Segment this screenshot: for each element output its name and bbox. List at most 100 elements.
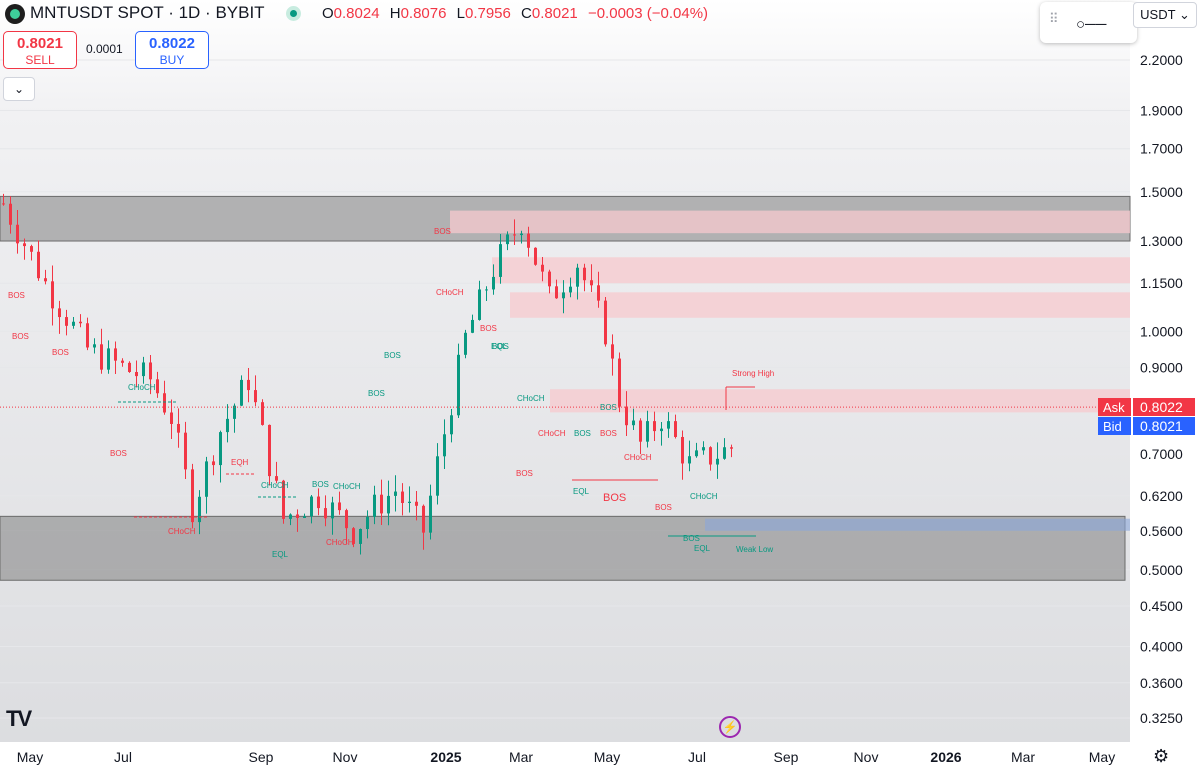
candle-body (527, 233, 530, 248)
candle-body (422, 505, 425, 533)
candle-body (443, 434, 446, 457)
candle-body (16, 224, 19, 244)
candle-body (352, 528, 355, 544)
high-label: H (389, 5, 401, 22)
buy-button[interactable]: 0.8022 BUY (135, 31, 209, 69)
eq-label: EQL (573, 487, 590, 496)
collapse-toggle-chevron-down-icon[interactable]: ⌄ (3, 77, 35, 101)
candle-body (583, 267, 586, 281)
candle-body (597, 285, 600, 301)
time-tick-label: Mar (1011, 749, 1035, 765)
floating-drawing-toolbar[interactable]: ⠿ ○── (1040, 2, 1137, 43)
candle-body (100, 344, 103, 370)
candle-body (492, 276, 495, 290)
candle-body (240, 379, 243, 406)
time-tick-label: May (1089, 749, 1115, 765)
tradingview-logo-icon[interactable]: TV (6, 706, 32, 731)
chart-background (0, 0, 1130, 742)
bos-label: BOS (600, 429, 617, 438)
time-tick-label: Sep (249, 749, 274, 765)
candle-body (611, 344, 614, 359)
price-tick-label: 0.5000 (1140, 562, 1183, 578)
line-tool-icon[interactable]: ○── (1076, 16, 1107, 33)
eq-label: EQL (272, 550, 289, 559)
candle-body (317, 496, 320, 509)
time-tick-label: Nov (854, 749, 879, 765)
price-tag-label: Ask (1103, 400, 1125, 415)
candle-body (702, 447, 705, 451)
time-tick-label: Sep (774, 749, 799, 765)
choch-label: CHoCH (538, 429, 566, 438)
choch-label: CHoCH (690, 492, 718, 501)
chevron-down-icon: ⌄ (1178, 7, 1190, 22)
choch-label: CHoCH (517, 394, 545, 403)
candle-body (254, 390, 257, 403)
candle-body (261, 402, 264, 425)
candle-body (191, 469, 194, 523)
time-tick-label: 2026 (930, 749, 961, 765)
choch-label: CHoCH (326, 538, 354, 547)
candle-body (625, 406, 628, 426)
lightning-icon[interactable]: ⚡ (719, 716, 741, 738)
bos-label: BOS (600, 403, 617, 412)
candle-body (23, 243, 26, 247)
zone-supply-red (510, 292, 1130, 318)
candle-body (394, 491, 397, 496)
candle-body (338, 502, 341, 511)
open-label: O (322, 5, 334, 22)
spread-value: 0.0001 (86, 42, 123, 56)
candle-body (345, 510, 348, 529)
candle-body (478, 289, 481, 320)
drag-handle-icon[interactable]: ⠿ (1049, 11, 1058, 26)
bos-label: BOS (574, 429, 591, 438)
candle-body (723, 447, 726, 459)
gear-icon[interactable]: ⚙ (1153, 746, 1170, 766)
price-tick-label: 1.3000 (1140, 233, 1183, 249)
change-value: −0.0003 (−0.04%) (587, 5, 709, 22)
zone-supply-red (492, 257, 1130, 284)
candle-body (562, 292, 565, 299)
candle-body (590, 280, 593, 286)
candle-body (184, 432, 187, 470)
open-value: 0.8024 (333, 5, 380, 22)
candle-body (331, 502, 334, 519)
candle-body (247, 379, 250, 391)
candle-body (373, 494, 376, 517)
candle-body (709, 447, 712, 465)
bos-label: BOS (110, 449, 127, 458)
candle-body (30, 246, 33, 252)
candle-body (121, 360, 124, 363)
currency-select[interactable]: USDT ⌄ (1133, 2, 1197, 28)
candle-body (58, 308, 61, 318)
candle-body (163, 393, 166, 413)
currency-value: USDT (1140, 7, 1176, 22)
choch-label: CHoCH (128, 383, 156, 392)
candle-body (156, 379, 159, 394)
candle-body (324, 508, 327, 519)
bos-label: BOS (480, 324, 497, 333)
candle-body (142, 362, 145, 377)
price-tick-label: 1.9000 (1140, 102, 1183, 118)
price-tag-value: 0.8022 (1140, 399, 1183, 415)
candle-body (688, 456, 691, 464)
bos-label: BOS (492, 342, 509, 351)
sell-button[interactable]: 0.8021 SELL (3, 31, 77, 69)
candle-body (464, 332, 467, 355)
candles-layer (2, 193, 733, 555)
candle-body (282, 480, 285, 519)
bos-label: BOS (516, 469, 533, 478)
price-tag-label-bg (1098, 417, 1131, 435)
time-tick-label: May (594, 749, 620, 765)
price-tick-label: 0.3250 (1140, 710, 1183, 726)
candle-body (170, 412, 173, 424)
candle-body (450, 415, 453, 435)
price-tags: Ask 0.8022 Bid 0.8021 (1098, 398, 1195, 435)
price-tick-label: 1.5000 (1140, 184, 1183, 200)
symbol-title[interactable]: MNTUSDT SPOT · 1D · BYBIT (30, 3, 265, 22)
candle-body (604, 300, 607, 345)
candle-body (506, 234, 509, 245)
candle-body (44, 278, 47, 282)
bos-label: BOS (8, 291, 25, 300)
candle-body (457, 354, 460, 416)
